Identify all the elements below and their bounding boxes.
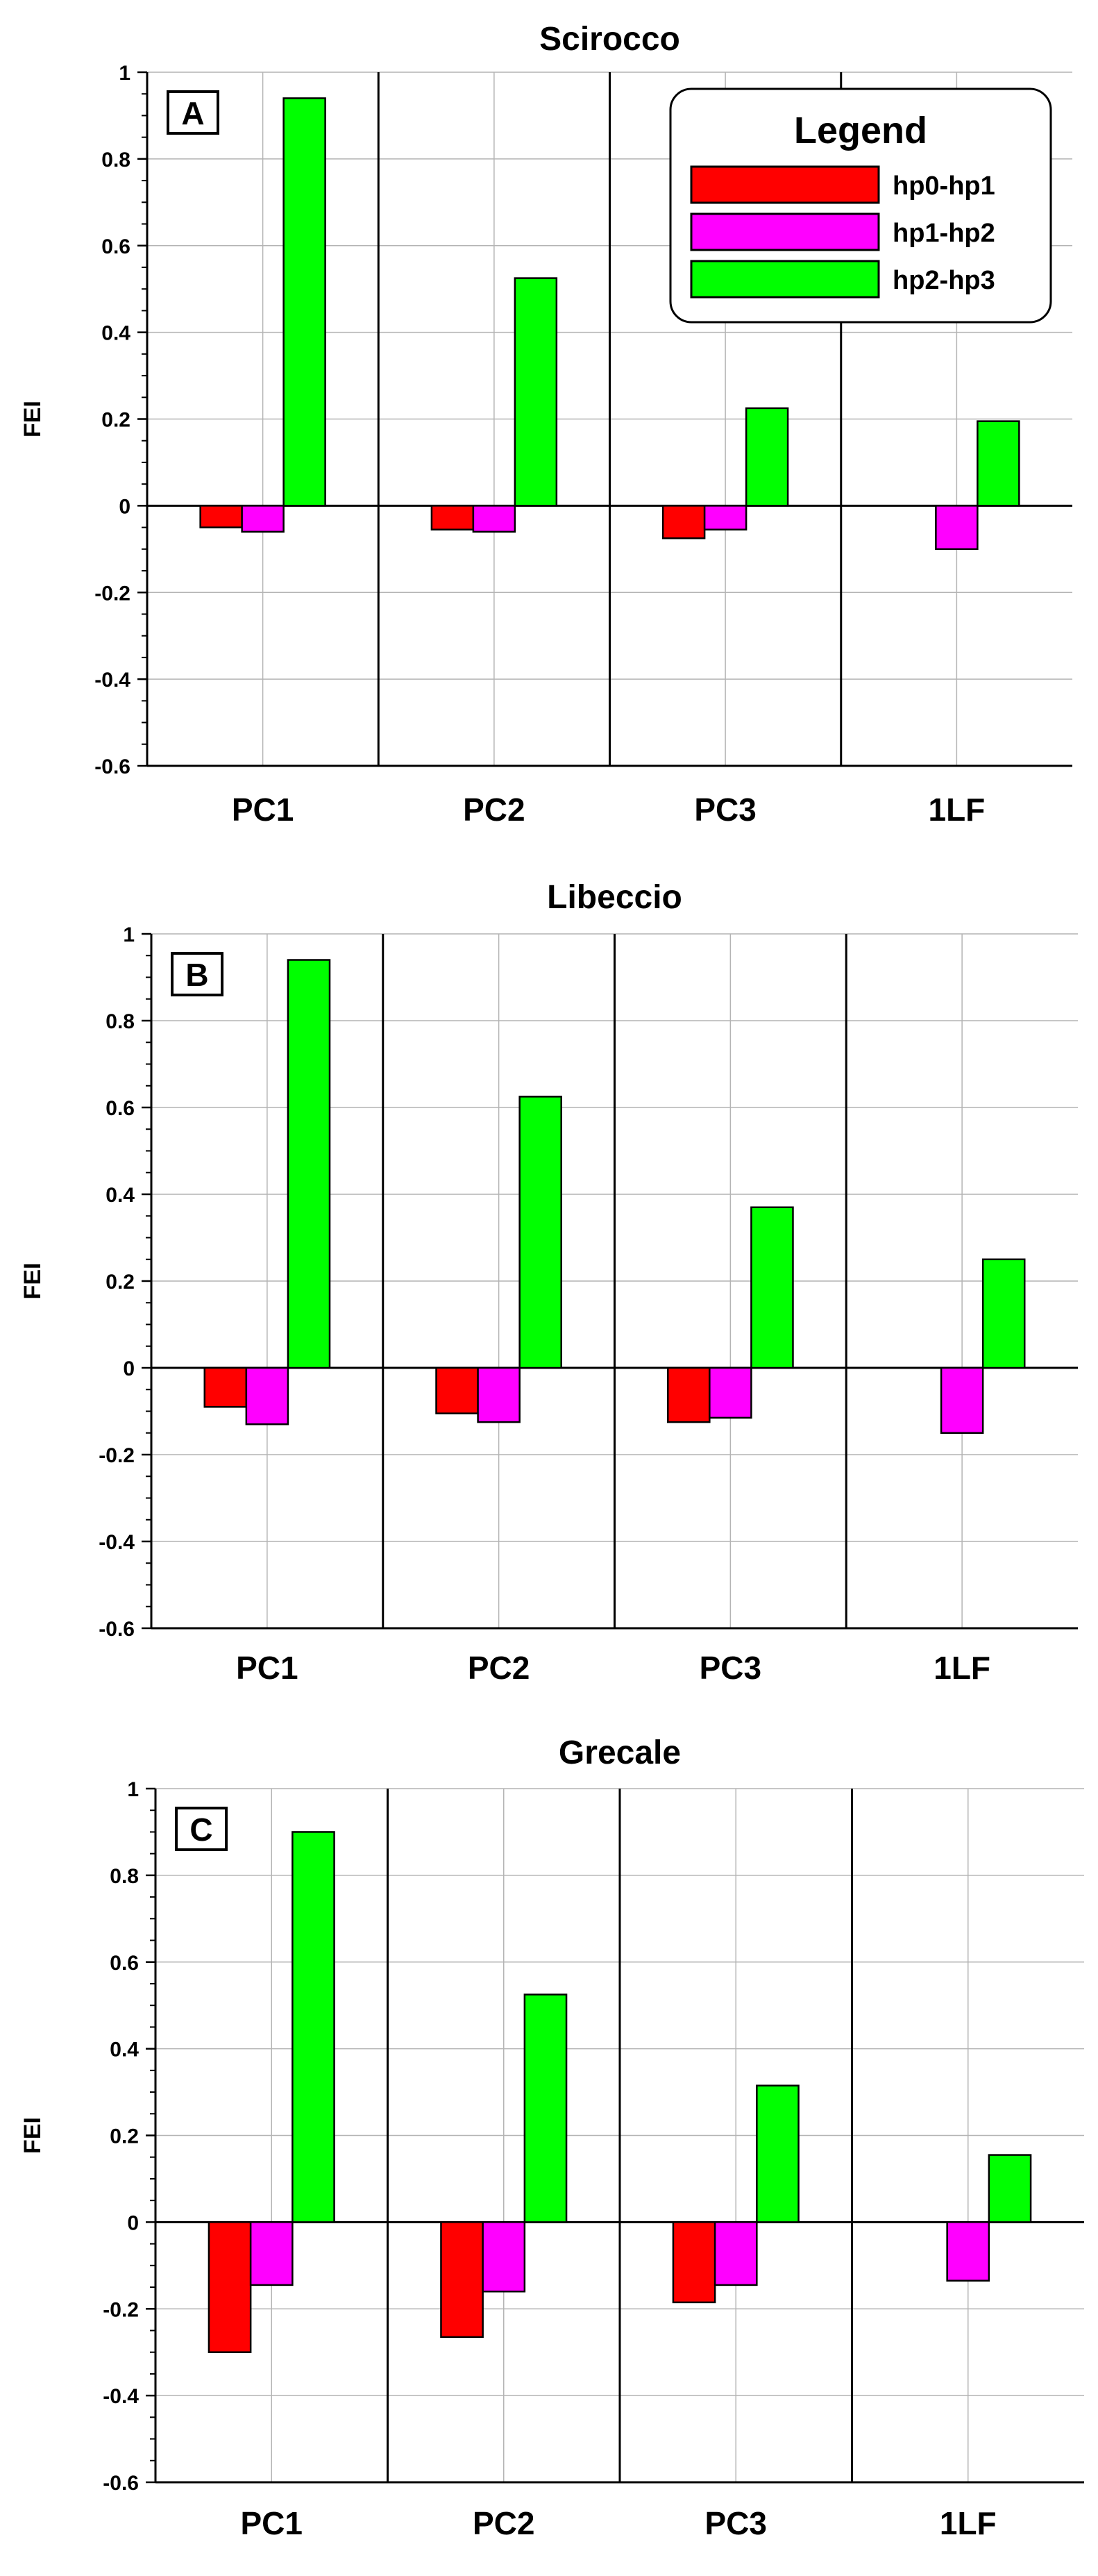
y-tick-label: 0.4 (110, 2039, 139, 2061)
y-tick-label: 0.8 (105, 1010, 135, 1033)
category-label: PC3 (705, 2505, 767, 2541)
bar-hp1-hp2-pc2 (477, 1366, 521, 1423)
category-label: PC3 (700, 1650, 761, 1686)
y-tick-label: 0.2 (101, 409, 130, 432)
bar-hp0-hp1-pc3 (672, 2221, 716, 2304)
legend-swatch (690, 212, 880, 251)
category-label: PC2 (463, 792, 525, 828)
panel-label-box (171, 952, 223, 996)
bar-hp1-hp2-pc3 (703, 505, 748, 530)
legend-swatch (690, 165, 880, 204)
category-label: PC2 (468, 1650, 530, 1686)
bar-hp2-hp3-pc1 (287, 959, 331, 1369)
chart-title: Grecale (559, 1734, 681, 1771)
y-tick-label: 0.8 (101, 149, 130, 172)
bar-hp1-hp2-pc1 (241, 505, 285, 533)
y-tick-label: 0 (119, 495, 130, 518)
y-tick-label: -0.6 (99, 1618, 135, 1641)
legend-entry-label: hp2-hp3 (893, 266, 995, 295)
bar-hp1-hp2-1lf (935, 505, 979, 551)
panel-label: C (189, 1812, 212, 1848)
y-tick-label: -0.6 (103, 2472, 139, 2495)
bar-hp0-hp1-pc3 (667, 1366, 711, 1423)
bar-hp1-hp2-pc2 (472, 505, 516, 533)
bar-hp0-hp1-pc1 (203, 1366, 248, 1408)
legend-entry-label: hp0-hp1 (893, 172, 995, 201)
category-label: PC2 (473, 2505, 534, 2541)
bar-hp1-hp2-pc1 (245, 1366, 289, 1425)
bar-hp2-hp3-pc2 (518, 1096, 562, 1369)
category-label: PC1 (236, 1650, 298, 1686)
y-tick-label: 0 (127, 2211, 139, 2234)
legend-swatch (690, 260, 880, 299)
bar-hp2-hp3-pc1 (282, 97, 326, 507)
bar-hp1-hp2-1lf (940, 1366, 984, 1434)
bar-hp2-hp3-pc3 (750, 1206, 794, 1369)
y-tick-label: -0.2 (103, 2298, 139, 2321)
y-tick-label: 0.2 (110, 2125, 139, 2148)
y-axis-label: FEI (19, 401, 46, 437)
bar-hp2-hp3-pc1 (292, 1831, 335, 2223)
bar-hp0-hp1-pc1 (199, 505, 243, 528)
category-label: PC3 (694, 792, 756, 828)
bar-hp2-hp3-pc3 (745, 407, 789, 507)
legend-title: Legend (794, 110, 927, 151)
chart-panel-a: 1 0.8 0.6 0.4 0.2 0 -0.2 -0.4 -0.6 PC1 PC2 PC3 1LF Sc… (19, 21, 1072, 828)
bar-hp2-hp3-1lf (988, 2154, 1032, 2223)
legend-entry-label: hp1-hp2 (893, 219, 995, 248)
bar-hp0-hp1-pc2 (440, 2221, 484, 2339)
y-tick-label: -0.2 (99, 1444, 135, 1467)
chart-panel-c: 1 0.8 0.6 0.4 0.2 0 -0.2 -0.4 -0.6 PC1 PC2 PC3 1LF Gr… (19, 1734, 1084, 2541)
category-label: 1LF (940, 2505, 997, 2541)
y-axis-label: FEI (19, 1263, 46, 1300)
chart-panel-b: 1 0.8 0.6 0.4 0.2 0 -0.2 -0.4 -0.6 PC1 PC2 PC3 1LF Li… (19, 879, 1078, 1686)
category-label: 1LF (928, 792, 985, 828)
bar-hp2-hp3-pc2 (514, 277, 558, 507)
category-label: PC1 (232, 792, 294, 828)
panel-label-box (175, 1807, 228, 1851)
y-tick-label: -0.4 (94, 669, 130, 692)
bar-hp1-hp2-pc2 (482, 2221, 526, 2293)
bar-hp2-hp3-1lf (977, 420, 1020, 507)
bar-hp1-hp2-1lf (946, 2221, 990, 2282)
y-tick-label: 0.6 (105, 1097, 135, 1120)
y-tick-label: -0.4 (103, 2385, 139, 2408)
panel-label: B (185, 957, 208, 993)
y-tick-label: 0.6 (110, 1952, 139, 1975)
bar-hp1-hp2-pc3 (713, 2221, 758, 2286)
chart-title: Scirocco (539, 21, 680, 58)
legend: Legend hp0-hp1 hp1-hp2 hp2-hp3 (669, 87, 1052, 324)
y-tick-label: 1 (119, 62, 130, 85)
bar-hp0-hp1-pc1 (208, 2221, 252, 2353)
y-tick-label: 0.2 (105, 1271, 135, 1294)
chart-title: Libeccio (547, 879, 682, 916)
y-tick-label: 1 (127, 1778, 139, 1801)
y-tick-label: 0.4 (105, 1184, 135, 1207)
bar-hp2-hp3-1lf (981, 1258, 1026, 1369)
bar-hp2-hp3-pc3 (756, 2084, 800, 2223)
bar-hp0-hp1-pc2 (435, 1366, 479, 1414)
panel-label: A (181, 95, 204, 131)
y-tick-label: -0.2 (94, 582, 130, 605)
category-label: 1LF (934, 1650, 990, 1686)
y-tick-label: 0 (123, 1357, 135, 1380)
y-tick-label: 1 (123, 923, 135, 946)
y-tick-label: 0.6 (101, 235, 130, 258)
category-label: PC1 (241, 2505, 303, 2541)
y-tick-label: 0.4 (101, 322, 130, 345)
y-tick-label: -0.4 (99, 1531, 135, 1554)
bar-hp2-hp3-pc2 (523, 1993, 568, 2223)
bar-hp1-hp2-pc1 (249, 2221, 294, 2286)
bar-hp1-hp2-pc3 (709, 1366, 752, 1419)
bar-hp0-hp1-pc2 (430, 505, 475, 530)
y-tick-label: 0.8 (110, 1865, 139, 1888)
panel-label-box (167, 90, 219, 135)
bar-hp0-hp1-pc3 (661, 505, 706, 540)
y-axis-label: FEI (19, 2117, 46, 2154)
y-tick-label: -0.6 (94, 755, 130, 778)
